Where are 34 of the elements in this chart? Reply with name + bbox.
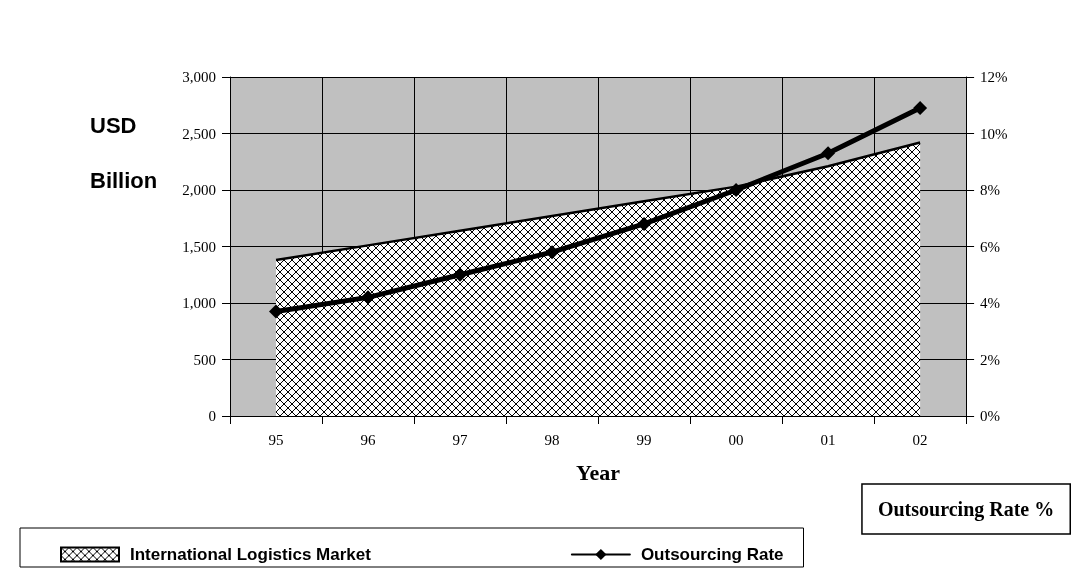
y-tick-label: 2,500: [182, 125, 216, 142]
point: [821, 146, 836, 161]
x-tick-label: 02: [912, 431, 928, 448]
y2-tick-label: 8%: [980, 182, 1001, 198]
point: [453, 267, 468, 282]
x-tick-label: 00: [728, 431, 744, 448]
legend-label: Outsourcing Rate: [640, 545, 784, 564]
y2-tick-label: 6%: [980, 238, 1001, 255]
x-tick-label: 99: [636, 431, 652, 448]
y2-tick-label: 4%: [980, 295, 1001, 311]
legend-label: International Logistics Market: [130, 545, 372, 564]
x-tick-label: 97: [452, 431, 469, 448]
x-axis-title: Year: [576, 459, 621, 485]
x-tick-label: 96: [360, 431, 377, 448]
y2-tick-label: 2%: [980, 351, 1001, 368]
point: [729, 183, 744, 197]
y-tick-label: 1,500: [182, 238, 216, 255]
y2-tick-label: 12%: [980, 69, 1008, 85]
y-tick-label: 2,000: [182, 182, 216, 198]
y-tick-label: 0: [208, 408, 216, 424]
point: [913, 101, 928, 116]
y-tick-label: 3,000: [182, 69, 216, 85]
y-tick-label: 500: [193, 351, 216, 368]
y2-tick-label: 0%: [980, 408, 1001, 424]
y2-axis-title: Outsourcing Rate %: [877, 498, 1055, 521]
x-tick-label: 98: [544, 431, 560, 448]
y2-tick-label: 10%: [980, 125, 1008, 142]
y-tick-label: 1,000: [182, 295, 216, 311]
text: USD Billion: [90, 113, 158, 193]
point: [361, 290, 376, 305]
point: [637, 216, 652, 231]
x-tick-label: 95: [268, 431, 284, 448]
x-tick-label: 01: [820, 431, 836, 448]
point: [545, 245, 560, 260]
